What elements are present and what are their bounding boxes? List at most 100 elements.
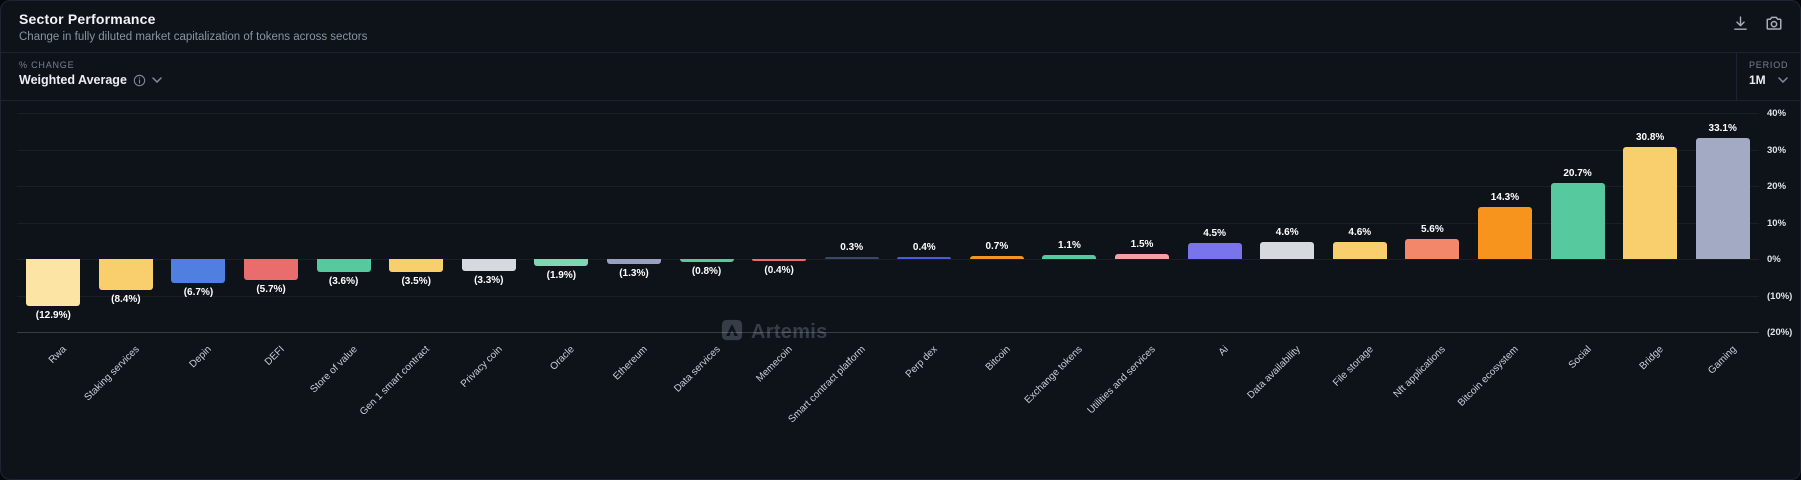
gridline (17, 259, 1759, 260)
bar-value-label: (0.8%) (691, 265, 722, 277)
metric-selector[interactable]: % CHANGE Weighted Average (19, 60, 163, 87)
period-selector[interactable]: PERIOD 1M (1736, 53, 1800, 100)
bar-chart: Artemis 40% 30% 20% 10% 0% (10%) (20%) (12.9%) R… (1, 101, 1800, 479)
bar-value-label: 4.6% (1275, 227, 1299, 239)
x-axis-category-label: Oracle (548, 344, 578, 373)
x-axis-line (17, 332, 1759, 333)
x-axis-category-label: Gen 1 smart contract (358, 344, 432, 418)
bar-value-label: 0.4% (912, 242, 936, 253)
x-axis-category-label: Memecoin (754, 344, 795, 385)
metric-selector-label: % CHANGE (19, 60, 75, 70)
x-axis-category-label: Perp dex (903, 344, 941, 381)
camera-screenshot-icon[interactable] (1764, 13, 1784, 33)
x-axis-category-label: Smart contract platform (786, 344, 868, 426)
gridline (17, 149, 1759, 151)
metric-selector-value: Weighted Average (19, 73, 127, 87)
controls-row: % CHANGE Weighted Average PERIOD 1M (1, 53, 1800, 101)
bar-value-label: 30.8% (1635, 131, 1665, 143)
chevron-down-icon (152, 75, 163, 86)
x-axis-category-label: Bitcoin ecosystem (1455, 344, 1521, 409)
header-actions (1730, 13, 1784, 33)
gridline (17, 295, 1759, 297)
x-axis-category-label: Bridge (1637, 344, 1666, 373)
bar-value-label: (1.3%) (619, 267, 649, 279)
bar-data-services[interactable] (679, 259, 734, 262)
y-axis-tick-label: (10%) (1767, 290, 1793, 302)
bar-value-label: (8.4%) (111, 293, 141, 305)
bar-exchange-tokens[interactable] (1042, 254, 1097, 259)
x-axis-category-label: Exchange tokens (1023, 344, 1086, 407)
y-axis-tick-label: 0% (1767, 254, 1781, 265)
x-axis-category-label: Utilities and services (1085, 344, 1158, 417)
bar-value-label: 4.6% (1348, 227, 1372, 239)
x-axis-category-label: Store of value (307, 344, 360, 396)
bar-depin[interactable] (171, 259, 226, 284)
bar-value-label: (5.7%) (256, 283, 286, 295)
bar-memecoin[interactable] (752, 259, 807, 261)
page-title: Sector Performance (19, 11, 156, 27)
info-icon[interactable] (133, 74, 146, 87)
y-axis-tick-label: (20%) (1767, 327, 1793, 338)
download-icon[interactable] (1730, 13, 1750, 33)
x-axis-category-label: Data availability (1245, 344, 1303, 402)
bar-store-of-value[interactable] (316, 259, 371, 273)
bar-bridge[interactable] (1623, 146, 1678, 259)
x-axis-category-label: Staking services (82, 344, 142, 404)
bar-nft-applications[interactable] (1405, 238, 1460, 259)
gridline (17, 222, 1759, 224)
bar-value-label: (1.9%) (546, 269, 577, 281)
bar-data-availability[interactable] (1260, 242, 1315, 259)
bar-value-label: (6.7%) (183, 287, 214, 299)
bar-smart-contract-platform[interactable] (824, 257, 879, 259)
panel-header: Sector Performance Change in fully dilut… (1, 1, 1800, 53)
bar-value-label: (3.3%) (474, 275, 504, 287)
y-axis-tick-label: 10% (1767, 217, 1787, 229)
x-axis-category-label: Nft applications (1392, 344, 1449, 401)
bar-utilities-and-services[interactable] (1115, 253, 1170, 259)
bar-ethereum[interactable] (606, 259, 661, 264)
bar-file-storage[interactable] (1332, 242, 1387, 259)
bar-gen-1-smart-contract[interactable] (389, 259, 444, 272)
x-axis-category-label: Rwa (47, 344, 70, 366)
bar-privacy-coin[interactable] (461, 259, 516, 272)
bar-oracle[interactable] (534, 259, 589, 266)
bar-value-label: 14.3% (1490, 191, 1520, 203)
x-axis-category-label: Privacy coin (458, 344, 505, 390)
bar-rwa[interactable] (26, 259, 81, 307)
x-axis-category-label: Bitcoin (983, 344, 1013, 374)
bar-value-label: 4.5% (1203, 227, 1227, 239)
bar-value-label: 1.5% (1130, 238, 1154, 250)
y-axis-tick-label: 40% (1767, 108, 1787, 119)
gridline (17, 186, 1759, 187)
page-subtitle: Change in fully diluted market capitaliz… (19, 31, 368, 43)
bar-value-label: 0.3% (840, 242, 864, 253)
gridline (17, 113, 1759, 114)
x-axis-category-label: Social (1566, 344, 1594, 372)
bar-value-label: 0.7% (985, 241, 1009, 253)
x-axis-category-label: DEFI (262, 344, 287, 368)
bar-defi[interactable] (244, 259, 299, 280)
x-axis-category-label: Depin (187, 344, 215, 371)
x-axis-category-label: Data services (671, 344, 723, 395)
x-axis-category-label: Ai (1216, 344, 1231, 359)
y-axis-tick-label: 30% (1767, 144, 1787, 156)
bar-staking-services[interactable] (98, 259, 153, 290)
bar-social[interactable] (1550, 183, 1605, 259)
bar-value-label: 33.1% (1708, 123, 1737, 135)
chevron-down-icon (1777, 75, 1788, 86)
x-axis-category-label: File storage (1330, 344, 1376, 389)
bar-value-label: (3.5%) (401, 275, 431, 287)
bar-gaming[interactable] (1695, 138, 1750, 259)
bar-value-label: 1.1% (1058, 239, 1081, 251)
x-axis-category-label: Gaming (1705, 344, 1739, 377)
bar-ai[interactable] (1187, 242, 1242, 259)
bar-bitcoin[interactable] (969, 256, 1024, 259)
y-axis-tick-label: 20% (1767, 181, 1787, 192)
period-selector-value: 1M (1749, 73, 1766, 87)
x-axis-category-label: Ethereum (611, 344, 650, 383)
bar-bitcoin-ecosystem[interactable] (1477, 206, 1532, 259)
bar-perp-dex[interactable] (897, 257, 952, 259)
bar-value-label: 20.7% (1563, 168, 1592, 180)
bar-value-label: 5.6% (1420, 223, 1444, 235)
